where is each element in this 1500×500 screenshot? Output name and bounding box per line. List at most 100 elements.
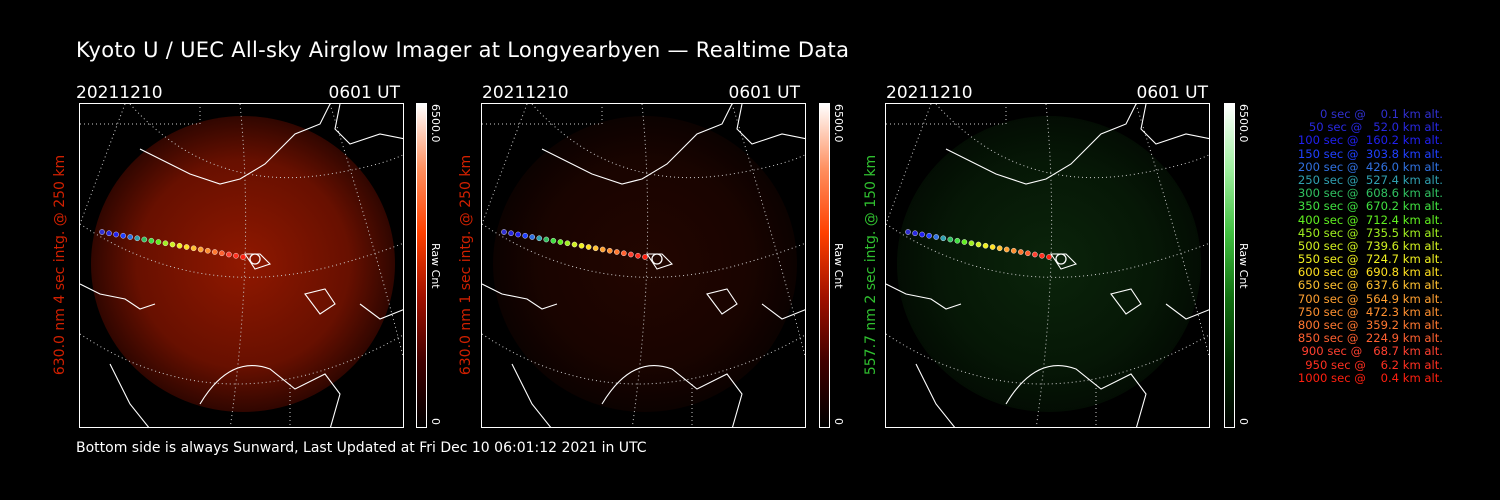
coastline	[915, 363, 956, 427]
station-marker	[651, 253, 663, 265]
trajectory-point	[557, 239, 564, 245]
coastline	[706, 288, 738, 315]
grid-line	[886, 104, 932, 225]
allsky-image	[481, 103, 806, 428]
legend-row: 950 sec @ 6.2 km alt.	[1301, 357, 1443, 372]
trajectory-point	[233, 252, 239, 259]
grid-line	[631, 104, 649, 427]
trajectory-point	[522, 232, 528, 239]
trajectory-point	[219, 250, 225, 257]
trajectory-point	[975, 241, 982, 248]
trajectory-point	[204, 247, 211, 254]
trajectory-point	[571, 241, 578, 248]
station-marker	[249, 253, 261, 265]
trajectory-point	[240, 254, 246, 260]
grid-line	[80, 104, 126, 225]
coastline	[601, 365, 743, 427]
colorbar-unit: Raw Cnt	[1237, 243, 1250, 289]
trajectory-point	[120, 232, 126, 239]
trajectory-point	[585, 244, 592, 250]
grid-line	[886, 104, 1007, 125]
coastline	[1140, 104, 1209, 145]
trajectory-point	[940, 235, 947, 242]
coastline	[199, 365, 341, 427]
trajectory-point	[621, 250, 627, 257]
colorbar-min: 0	[1237, 418, 1250, 425]
trajectory-point	[968, 240, 975, 247]
trajectory-point	[1017, 249, 1024, 255]
legend-row: 550 sec @ 724.7 km alt.	[1294, 252, 1443, 267]
legend-row: 900 sec @ 68.7 km alt.	[1297, 344, 1443, 359]
trajectory-point	[564, 240, 571, 247]
legend-row: 300 sec @ 608.6 km alt.	[1294, 186, 1443, 201]
trajectory-point	[183, 244, 190, 250]
trajectory-point	[1046, 254, 1052, 260]
legend-row: 350 sec @ 670.2 km alt.	[1294, 199, 1443, 214]
trajectory-point	[127, 234, 134, 240]
trajectory-point	[1039, 252, 1045, 259]
trajectory-point	[515, 231, 521, 238]
airglow-disk	[493, 116, 797, 412]
trajectory-point	[190, 245, 197, 252]
airglow-disk	[91, 116, 395, 412]
trajectory-point	[1003, 246, 1010, 253]
legend-row: 100 sec @ 160.2 km alt.	[1294, 133, 1443, 148]
trajectory-point	[113, 231, 119, 238]
trajectory-point	[106, 230, 112, 237]
trajectory-point	[134, 235, 141, 242]
grid-line	[482, 104, 528, 225]
legend-row: 0 sec @ 0.1 km alt.	[1308, 107, 1443, 121]
panel-time: 0601 UT	[328, 83, 401, 103]
trajectory-point	[176, 242, 183, 249]
grid-line	[229, 104, 247, 427]
coastline	[1005, 365, 1147, 427]
grid-line	[482, 333, 805, 385]
trajectory-point	[613, 249, 620, 255]
trajectory-point	[926, 232, 932, 239]
trajectory-point	[642, 254, 648, 260]
trajectory-point	[162, 240, 169, 247]
grid-line	[80, 333, 403, 385]
trajectory-point	[1025, 250, 1031, 257]
coastline	[304, 288, 336, 315]
trajectory-point	[919, 231, 925, 238]
page-title: Kyoto U / UEC All-sky Airglow Imager at …	[76, 38, 850, 62]
trajectory-point	[961, 239, 968, 245]
legend-row: 1000 sec @ 0.4 km alt.	[1297, 370, 1443, 385]
allsky-map	[482, 104, 805, 427]
legend-row: 450 sec @ 735.5 km alt.	[1294, 225, 1443, 240]
trajectory-point	[508, 230, 514, 237]
coastline	[334, 104, 403, 145]
trajectory-point	[599, 246, 606, 253]
panel-date: 20211210	[886, 83, 973, 103]
airglow-disk	[897, 116, 1201, 412]
trajectory-point	[1010, 247, 1017, 254]
coastline	[109, 363, 150, 427]
legend-row: 500 sec @ 739.6 km alt.	[1294, 238, 1443, 253]
panel-ylabel: 630.0 nm 1 sec intg. @ 250 km	[458, 154, 474, 376]
trajectory-point	[226, 251, 232, 258]
coastline	[761, 303, 805, 320]
legend-row: 750 sec @ 472.3 km alt.	[1294, 304, 1443, 319]
legend-row: 200 sec @ 426.0 km alt.	[1294, 159, 1443, 174]
trajectory-point	[947, 236, 954, 243]
legend-row: 800 sec @ 359.2 km alt.	[1294, 318, 1443, 332]
legend-row: 650 sec @ 637.6 km alt.	[1294, 278, 1443, 293]
colorbar-unit: Raw Cnt	[429, 243, 442, 289]
colorbar-min: 0	[832, 418, 845, 425]
trajectory-point	[933, 234, 940, 240]
legend-row: 400 sec @ 712.4 km alt.	[1294, 212, 1443, 227]
colorbar-max: 6500.0	[832, 104, 845, 143]
panel-ylabel: 630.0 nm 4 sec intg. @ 250 km	[52, 154, 68, 376]
grid-line	[886, 333, 1209, 385]
trajectory-legend: 0 sec @ 0.1 km alt. 50 sec @ 52.0 km alt…	[1255, 107, 1443, 385]
colorbar-max: 6500.0	[1237, 104, 1250, 143]
coastline	[541, 104, 733, 185]
trajectory-point	[606, 247, 613, 254]
trajectory-point	[1032, 251, 1038, 258]
colorbar-unit: Raw Cnt	[832, 243, 845, 289]
colorbar	[416, 103, 427, 428]
coastline	[80, 283, 156, 310]
panel-ylabel: 557.7 nm 2 sec intg. @ 150 km	[863, 154, 879, 376]
legend-row: 150 sec @ 303.8 km alt.	[1294, 146, 1443, 161]
